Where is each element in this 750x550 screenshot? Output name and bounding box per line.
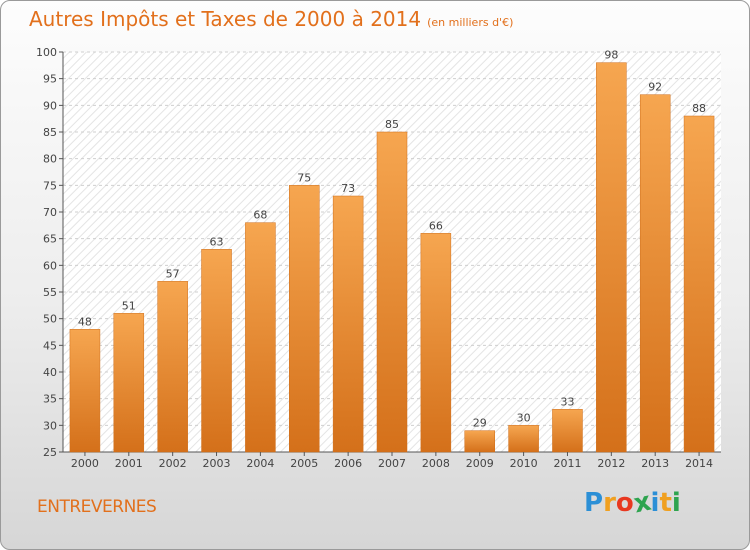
bar-2008 — [420, 233, 452, 453]
x-tick-label-2004: 2004 — [246, 457, 274, 470]
bar-2006 — [332, 195, 364, 453]
data-label-2012: 98 — [604, 49, 618, 62]
x-tick-label-2006: 2006 — [334, 457, 362, 470]
x-tick-label-2008: 2008 — [422, 457, 450, 470]
logo-letter: i — [671, 488, 681, 518]
y-tick-label: 40 — [43, 366, 57, 379]
y-tick-label: 60 — [43, 259, 57, 272]
chart-title-text: Autres Impôts et Taxes de 2000 à 2014 — [29, 7, 422, 31]
data-label-2000: 48 — [78, 315, 92, 328]
logo-letter: i — [650, 488, 660, 518]
logo-letter: r — [603, 488, 616, 518]
bar-2011 — [552, 409, 583, 453]
bar-2001 — [113, 313, 145, 453]
bar-2009 — [464, 430, 495, 453]
y-tick-label: 25 — [43, 446, 57, 459]
x-tick-label-2002: 2002 — [159, 457, 187, 470]
y-tick-label: 50 — [43, 313, 57, 326]
y-tick-label: 100 — [36, 46, 57, 59]
bar-2004 — [245, 222, 276, 453]
y-tick-label: 95 — [43, 73, 57, 86]
y-tick-label: 80 — [43, 153, 57, 166]
bar-2000 — [69, 329, 101, 453]
bar-2014 — [683, 115, 715, 453]
x-tick-label-2012: 2012 — [597, 457, 625, 470]
y-tick-label: 30 — [43, 419, 57, 432]
x-tick-label-2007: 2007 — [378, 457, 406, 470]
data-label-2003: 63 — [210, 235, 224, 248]
x-tick-label-2009: 2009 — [466, 457, 494, 470]
x-tick-label-2005: 2005 — [290, 457, 318, 470]
x-tick-label-2000: 2000 — [71, 457, 99, 470]
bar-2002 — [157, 281, 188, 453]
logo-letter: P — [584, 488, 604, 518]
x-tick-label-2013: 2013 — [641, 457, 669, 470]
data-label-2010: 30 — [517, 411, 531, 424]
data-label-2011: 33 — [560, 395, 574, 408]
data-label-2007: 85 — [385, 118, 399, 131]
x-tick-label-2011: 2011 — [553, 457, 581, 470]
y-tick-label: 75 — [43, 179, 57, 192]
bar-2007 — [376, 131, 408, 453]
bar-2005 — [289, 185, 320, 453]
logo-letter: o — [615, 488, 634, 518]
chart-title: Autres Impôts et Taxes de 2000 à 2014 (en… — [29, 7, 513, 31]
bar-2013 — [639, 94, 671, 453]
data-label-2006: 73 — [341, 182, 355, 195]
proxiti-logo: Proxiti — [584, 487, 681, 520]
chart-unit: (en milliers d'€) — [427, 16, 514, 29]
y-tick-label: 70 — [43, 206, 57, 219]
x-tick-label-2010: 2010 — [510, 457, 538, 470]
x-tick-label-2014: 2014 — [685, 457, 713, 470]
y-tick-label: 55 — [43, 286, 57, 299]
bar-2003 — [201, 249, 232, 453]
data-label-2009: 29 — [473, 417, 487, 430]
data-label-2013: 92 — [648, 81, 662, 94]
bar-2012 — [596, 62, 627, 453]
data-label-2014: 88 — [692, 102, 706, 115]
bar-2010 — [508, 425, 539, 453]
data-label-2005: 75 — [297, 171, 311, 184]
logo-letter: t — [659, 488, 672, 518]
data-label-2002: 57 — [166, 267, 180, 280]
y-tick-label: 85 — [43, 126, 57, 139]
x-tick-label-2003: 2003 — [203, 457, 231, 470]
y-tick-label: 35 — [43, 393, 57, 406]
y-tick-label: 65 — [43, 233, 57, 246]
y-tick-label: 90 — [43, 99, 57, 112]
data-label-2001: 51 — [122, 299, 136, 312]
town-name: ENTREVERNES — [37, 497, 157, 517]
data-label-2004: 68 — [253, 209, 267, 222]
x-tick-label-2001: 2001 — [115, 457, 143, 470]
y-tick-label: 45 — [43, 339, 57, 352]
data-label-2008: 66 — [429, 219, 443, 232]
